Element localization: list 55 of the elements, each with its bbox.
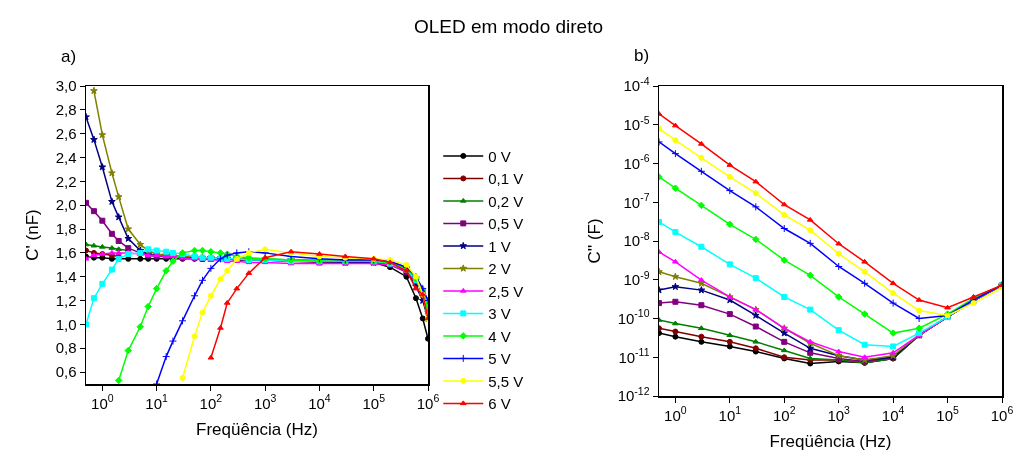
x-tick-label: 10$^{5}$	[936, 404, 959, 424]
y-tick-label: 2,4	[55, 148, 77, 166]
y-axis-title: C'' (F)	[585, 218, 605, 264]
x-tick-label: 10$^{2}$	[772, 404, 796, 424]
y-tick-label: 10$^{-10}$	[617, 307, 650, 327]
legend-label: 0,1 V	[488, 170, 524, 188]
x-tick-label: 10$^{6}$	[990, 404, 1014, 424]
x-tick-label: 10$^{0}$	[91, 392, 114, 412]
y-tick-label: 10$^{-9}$	[623, 268, 650, 288]
x-tick-label: 10$^{3}$	[253, 392, 277, 412]
y-tick-label: 1,8	[55, 220, 77, 238]
legend-label: 0,5 V	[488, 215, 524, 233]
y-tick-label: 10$^{-7}$	[623, 191, 650, 211]
y-tick-label: 3,0	[55, 77, 77, 95]
x-tick-label: 10$^{6}$	[416, 392, 440, 412]
y-tick-label: 0,6	[55, 363, 77, 381]
x-tick-label: 10$^{0}$	[664, 404, 687, 424]
x-tick-label: 10$^{2}$	[199, 392, 223, 412]
legend-label: 2,5 V	[488, 282, 524, 300]
y-tick-label: 10$^{-11}$	[618, 346, 650, 366]
y-tick-label: 2,0	[55, 196, 77, 214]
y-tick-label: 1,2	[55, 291, 77, 309]
y-tick-label: 1,6	[55, 244, 77, 262]
y-tick-label: 2,8	[55, 101, 77, 119]
x-axis-title: Freqüência (Hz)	[196, 419, 318, 439]
y-tick-label: 1,4	[55, 267, 77, 285]
x-tick-label: 10$^{1}$	[145, 392, 169, 412]
text: OLED em modo direto	[413, 16, 604, 38]
y-tick-label: 10$^{-12}$	[617, 384, 650, 405]
y-axis-title: C' (nF)	[23, 209, 43, 261]
y-tick-label: 10$^{-5}$	[623, 113, 650, 133]
legend-label: 3 V	[488, 305, 511, 323]
x-tick-label: 10$^{4}$	[881, 404, 905, 424]
y-tick-label: 1,0	[55, 315, 77, 333]
x-tick-label: 10$^{3}$	[827, 404, 851, 424]
legend-label: 0,2 V	[488, 192, 524, 210]
y-tick-label: 2,2	[55, 172, 77, 190]
legend-label: 5 V	[488, 350, 511, 368]
text: b)	[634, 46, 650, 65]
x-tick-label: 10$^{4}$	[308, 392, 331, 412]
y-tick-label: 10$^{-6}$	[623, 152, 650, 172]
text: a)	[61, 47, 77, 66]
y-tick-label: 10$^{-8}$	[623, 229, 650, 250]
legend-label: 2 V	[488, 260, 511, 278]
y-tick-label: 0,8	[55, 339, 77, 357]
x-tick-label: 10$^{1}$	[718, 404, 742, 424]
y-tick-label: 2,6	[55, 124, 77, 142]
x-tick-label: 10$^{5}$	[362, 392, 386, 412]
legend-label: 4 V	[488, 327, 511, 345]
legend-label: 6 V	[488, 395, 511, 413]
legend-label: 5,5 V	[488, 372, 524, 390]
y-tick-label: 10$^{-4}$	[623, 74, 650, 95]
legend-label: 1 V	[488, 237, 511, 255]
x-axis-title: Freqüência (Hz)	[769, 431, 892, 451]
legend-label: 0 V	[488, 147, 511, 165]
